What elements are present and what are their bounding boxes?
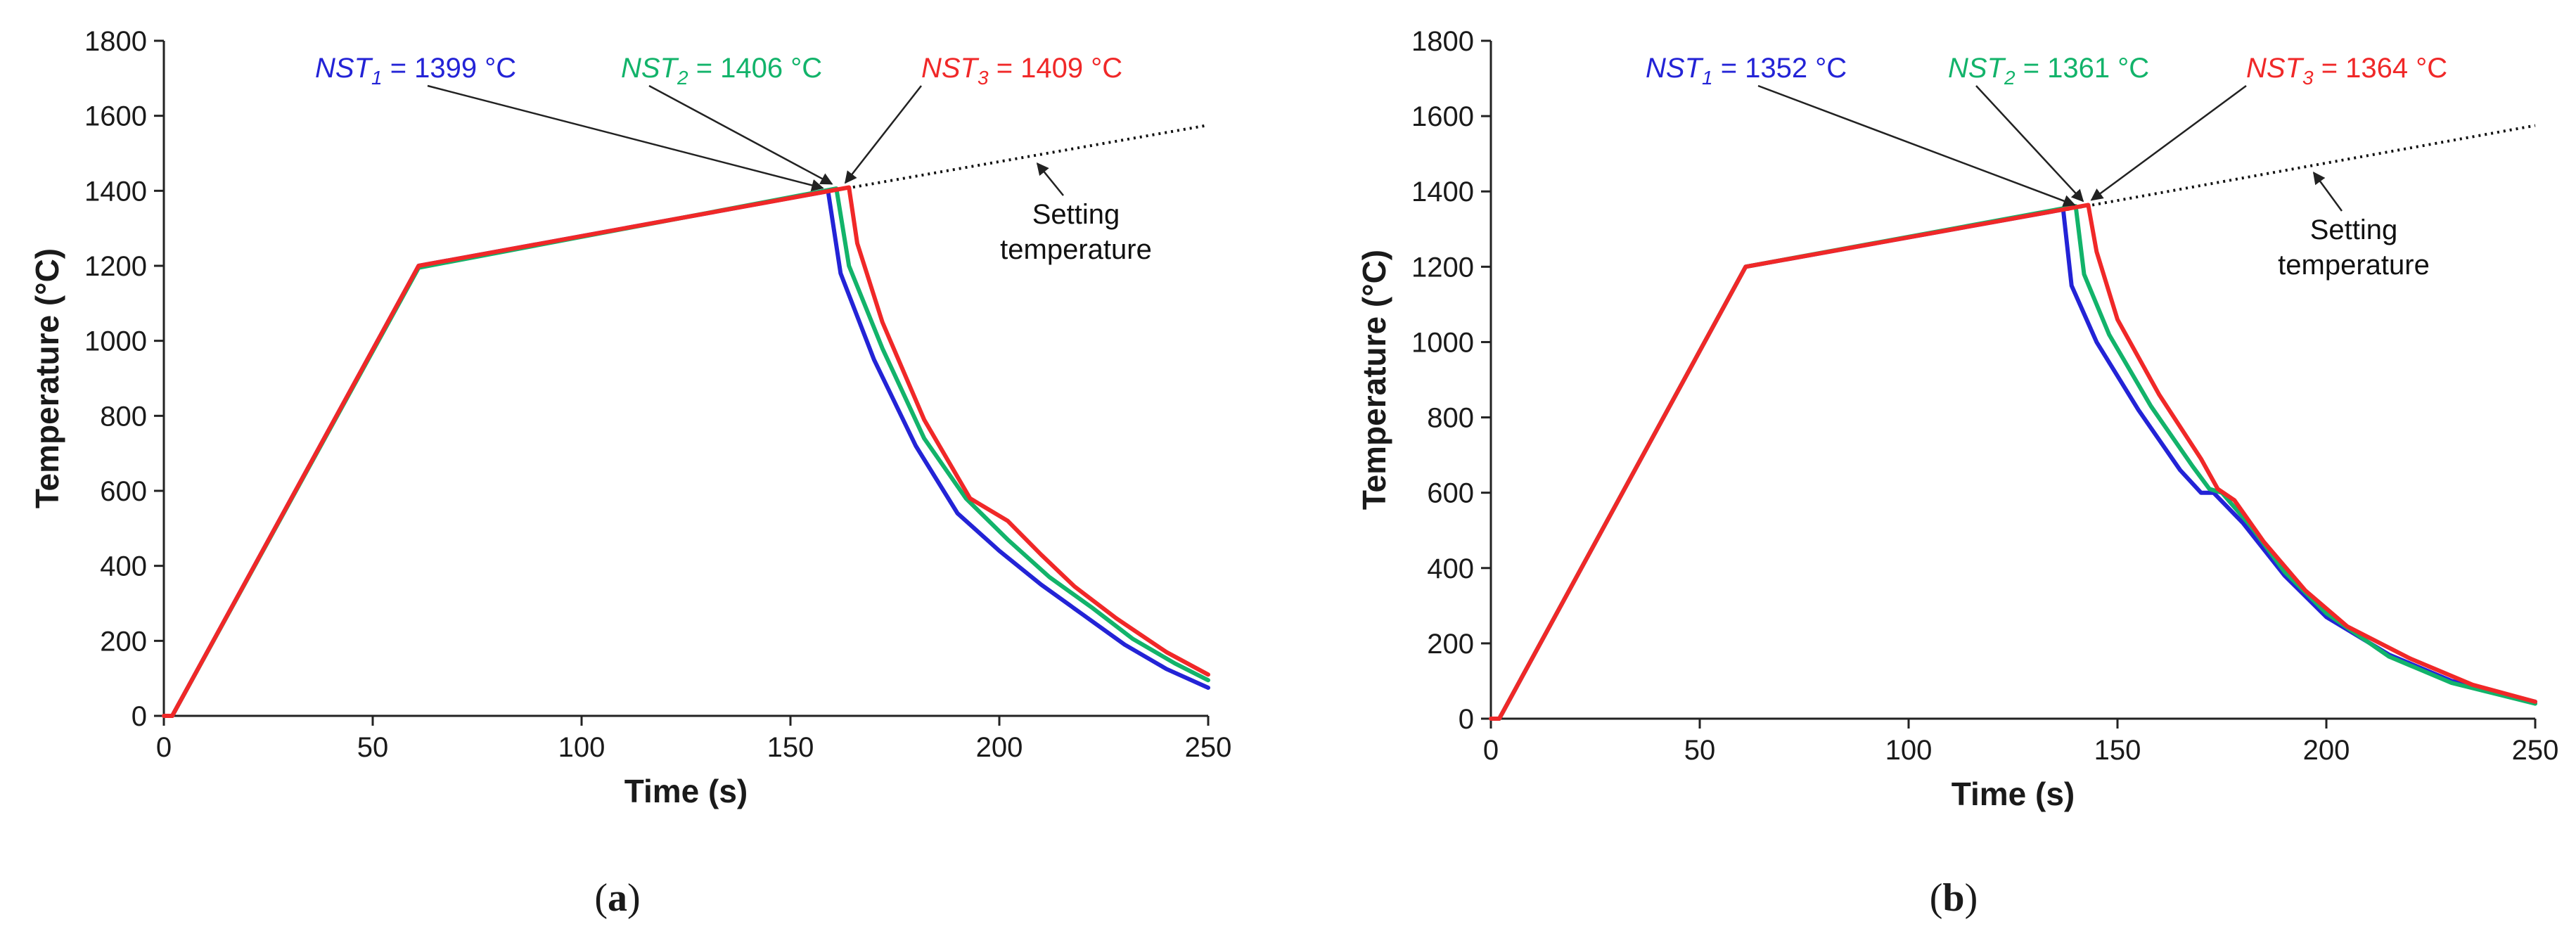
y-axis-title: Temperature (°C): [1356, 250, 1392, 510]
y-tick-label: 1000: [1411, 327, 1474, 358]
y-tick-label: 1400: [84, 176, 147, 207]
series-line-nst1: [162, 188, 1210, 718]
y-axis-title: Temperature (°C): [29, 248, 65, 508]
annotation-arrow-nst2: [648, 84, 833, 185]
panel-caption: (a): [594, 876, 640, 920]
y-tick-label: 600: [100, 476, 147, 507]
y-tick-label: 1400: [1411, 177, 1474, 207]
x-tick-label: 100: [558, 732, 605, 763]
x-tick-label: 250: [2512, 735, 2559, 766]
y-tick-label: 600: [1427, 478, 1474, 509]
y-tick-label: 1800: [84, 26, 147, 57]
setting-temperature-line: [2067, 124, 2536, 211]
annotation-arrow-nst3: [2090, 84, 2247, 201]
annotation-nst3: NST3 = 1364 °C: [2246, 53, 2447, 89]
x-axis-title: Time (s): [1952, 776, 2075, 812]
setting-temperature-arrow: [1036, 162, 1064, 196]
y-tick-label: 1600: [1411, 101, 1474, 132]
annotation-nst2: NST2 = 1361 °C: [1948, 53, 2149, 89]
x-tick-label: 250: [1185, 732, 1232, 763]
x-tick-label: 200: [2303, 735, 2350, 766]
series-line-nst3: [1489, 203, 2537, 721]
annotation-arrow-nst1: [427, 84, 824, 191]
series-line-nst3: [162, 185, 1210, 718]
y-tick-label: 800: [100, 401, 147, 432]
y-tick-label: 1000: [84, 326, 147, 357]
annotation-nst2: NST2 = 1406 °C: [621, 53, 822, 89]
x-tick-label: 100: [1885, 735, 1933, 766]
y-tick-label: 1800: [1411, 26, 1474, 57]
y-tick-label: 1200: [1411, 252, 1474, 283]
x-tick-label: 50: [1684, 735, 1716, 766]
y-tick-label: 1600: [84, 101, 147, 132]
y-tick-label: 0: [132, 701, 147, 732]
setting-temperature-line: [828, 124, 1209, 193]
y-tick-label: 400: [1427, 553, 1474, 584]
x-tick-label: 0: [156, 732, 172, 763]
series-line-nst2: [162, 186, 1210, 718]
annotation-arrow-nst3: [844, 85, 922, 184]
x-tick-label: 50: [357, 732, 389, 763]
y-tick-label: 400: [100, 551, 147, 582]
x-axis-title: Time (s): [624, 773, 748, 809]
chart-panel-a: 0 200 400 600 800 1000 1200 1400 1600 1800 0 50 100 1…: [29, 26, 1231, 920]
y-tick-label: 200: [1427, 629, 1474, 660]
x-tick-label: 0: [1483, 735, 1499, 766]
y-tick-label: 1200: [84, 251, 147, 282]
annotation-nst1: NST1 = 1399 °C: [315, 53, 516, 89]
setting-temperature-label: Setting temperature: [1000, 199, 1152, 265]
chart-panel-b: 0 200 400 600 800 1000 1200 1400 1600 1800 0 50 100 1…: [1356, 26, 2558, 920]
x-tick-label: 150: [2094, 735, 2141, 766]
y-tick-label: 200: [100, 626, 147, 657]
y-tick-label: 0: [1459, 704, 1474, 735]
annotation-nst1: NST1 = 1352 °C: [1646, 53, 1847, 89]
setting-temperature-arrow: [2312, 171, 2343, 212]
x-tick-label: 200: [976, 732, 1023, 763]
annotation-nst3: NST3 = 1409 °C: [921, 53, 1122, 89]
annotation-arrow-nst1: [1757, 84, 2076, 207]
annotation-arrow-nst2: [1975, 85, 2084, 203]
x-tick-label: 150: [767, 732, 814, 763]
panel-caption: (b): [1930, 876, 1978, 920]
y-tick-label: 800: [1427, 403, 1474, 434]
setting-temperature-label: Setting temperature: [2278, 214, 2430, 281]
